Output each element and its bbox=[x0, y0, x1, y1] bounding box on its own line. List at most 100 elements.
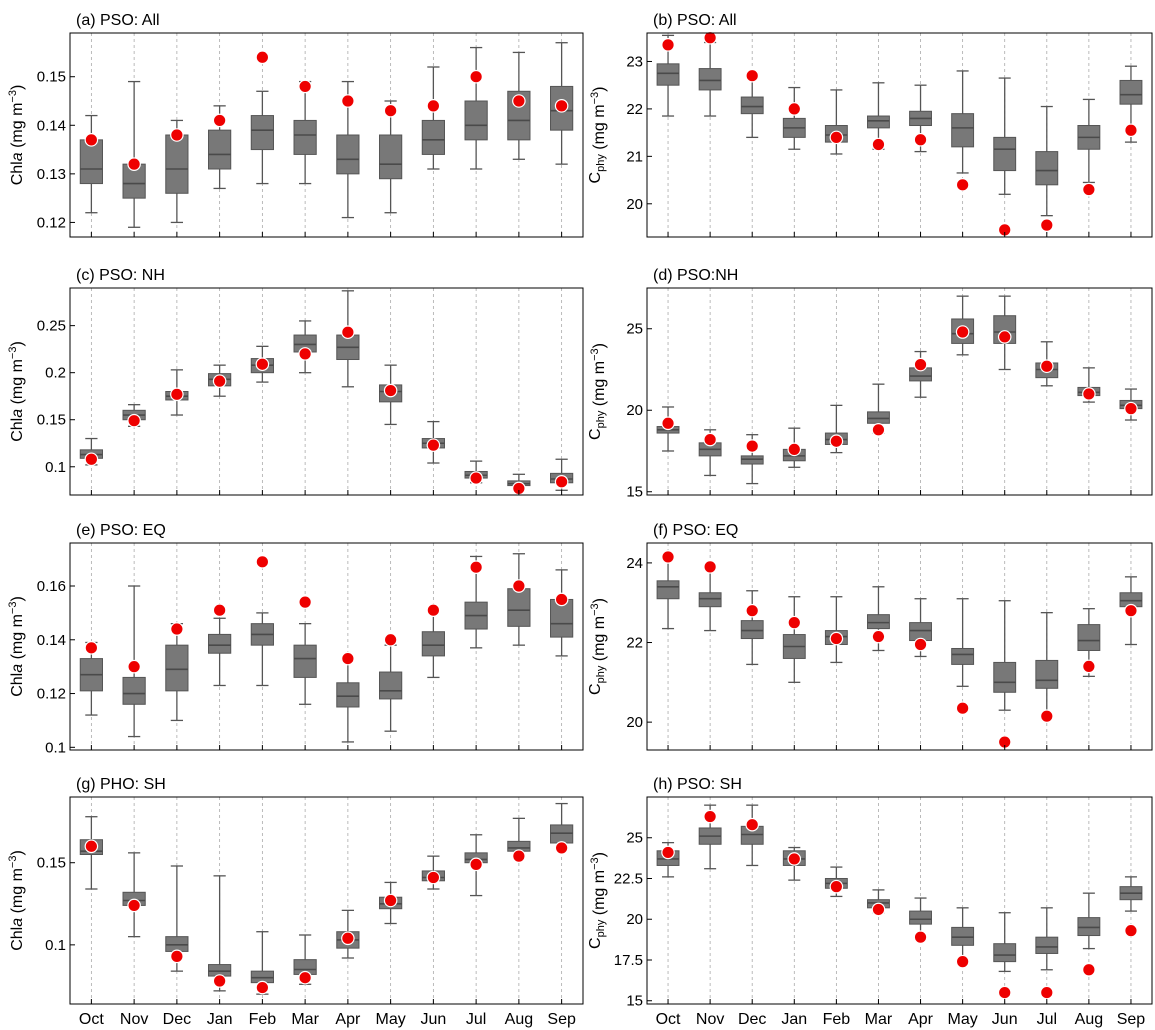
marker-mar bbox=[871, 137, 886, 152]
box-sep bbox=[550, 824, 574, 844]
box-nov bbox=[698, 68, 722, 91]
month-label: Feb bbox=[823, 1011, 851, 1028]
panel-h: (h) PSO: SH 15 17.5 20 22.5 25 Cphy (mg m−3) Oc… bbox=[587, 776, 1153, 1028]
marker-dec bbox=[745, 439, 760, 453]
box-mar bbox=[867, 614, 890, 630]
marker-mar bbox=[298, 970, 312, 985]
y-label-text: C bbox=[587, 683, 604, 695]
marker-apr bbox=[341, 931, 355, 946]
y-label-subscript: phy bbox=[595, 410, 607, 428]
box-oct bbox=[656, 580, 680, 600]
axes-frame bbox=[646, 796, 1153, 1005]
box-mar bbox=[867, 115, 890, 129]
y-tick-label: 20 bbox=[626, 196, 643, 213]
axes-frame bbox=[69, 542, 584, 751]
marker-aug bbox=[1082, 962, 1096, 977]
box-dec bbox=[740, 455, 764, 465]
marker-feb bbox=[255, 555, 270, 569]
y-label-close: ) bbox=[9, 85, 26, 90]
box-jun bbox=[993, 136, 1017, 172]
axes-frame bbox=[646, 32, 1153, 238]
y-tick-label: 0.2 bbox=[45, 365, 66, 382]
y-tick-label: 0.15 bbox=[37, 855, 66, 872]
y-tick-label: 0.13 bbox=[37, 166, 66, 183]
y-label-units: (mg m bbox=[9, 868, 26, 918]
panel-title: (b) PSO: All bbox=[653, 12, 737, 29]
box-may bbox=[951, 926, 975, 946]
month-label: Aug bbox=[1075, 1011, 1103, 1028]
box-jul bbox=[464, 100, 488, 141]
marker-may bbox=[955, 954, 970, 969]
marker-mar bbox=[298, 79, 312, 94]
marker-mar bbox=[871, 629, 886, 644]
marker-jan bbox=[787, 102, 802, 116]
box-dec bbox=[165, 936, 189, 952]
marker-aug bbox=[512, 849, 526, 863]
marker-jun bbox=[426, 603, 441, 618]
marker-sep bbox=[1124, 401, 1138, 416]
marker-may bbox=[383, 383, 398, 398]
marker-sep bbox=[554, 99, 569, 113]
y-tick-label: 15 bbox=[626, 484, 643, 501]
y-label-superscript: −3 bbox=[7, 602, 19, 615]
y-tick-label: 0.15 bbox=[37, 69, 66, 86]
marker-dec bbox=[170, 128, 184, 142]
panel-title: (f) PSO: EQ bbox=[653, 522, 738, 539]
box-jun bbox=[421, 631, 445, 657]
month-label: Sep bbox=[547, 1011, 576, 1028]
marker-jan bbox=[787, 442, 802, 457]
box-dec bbox=[740, 96, 764, 115]
panel-d: (d) PSO:NH 15 20 25 Cphy (mg m−3) bbox=[587, 267, 1153, 501]
y-tick-label: 20 bbox=[626, 402, 643, 419]
y-label-units: (mg m bbox=[591, 870, 608, 920]
marker-mar bbox=[871, 902, 886, 917]
box-feb bbox=[250, 115, 274, 151]
y-label-units: (mg m bbox=[9, 359, 26, 409]
marker-jan bbox=[212, 374, 227, 388]
marker-apr bbox=[913, 930, 928, 944]
marker-nov bbox=[703, 809, 717, 824]
month-label: Jul bbox=[1037, 1011, 1057, 1028]
marker-jan bbox=[787, 615, 802, 630]
box-may bbox=[951, 113, 975, 148]
marker-jan bbox=[212, 603, 227, 618]
marker-may bbox=[383, 632, 398, 647]
marker-sep bbox=[1124, 123, 1138, 138]
marker-dec bbox=[170, 622, 184, 636]
panel-title: (e) PSO: EQ bbox=[76, 522, 166, 539]
y-tick-label: 25 bbox=[626, 830, 643, 847]
month-label: Aug bbox=[505, 1011, 533, 1028]
y-label-superscript: −3 bbox=[7, 90, 19, 103]
y-axis-label: Cphy (mg m−3) bbox=[587, 87, 608, 184]
marker-jul bbox=[1039, 709, 1054, 723]
month-label: Sep bbox=[1117, 1011, 1146, 1028]
marker-mar bbox=[298, 595, 312, 609]
y-tick-label: 0.1 bbox=[45, 937, 66, 954]
box-may bbox=[379, 134, 403, 180]
marker-apr bbox=[341, 651, 355, 666]
marker-nov bbox=[703, 432, 717, 447]
marker-oct bbox=[661, 550, 675, 564]
month-label: Nov bbox=[696, 1011, 724, 1028]
marker-nov bbox=[127, 157, 141, 171]
marker-jun bbox=[426, 870, 441, 885]
marker-dec bbox=[170, 387, 184, 402]
marker-dec bbox=[170, 949, 184, 964]
marker-may bbox=[955, 178, 970, 192]
y-tick-label: 0.12 bbox=[37, 214, 66, 231]
month-label: Feb bbox=[249, 1011, 277, 1028]
marker-jul bbox=[469, 857, 483, 872]
box-apr bbox=[909, 910, 932, 925]
box-jul bbox=[1035, 936, 1059, 954]
box-aug bbox=[507, 588, 531, 627]
month-label: Mar bbox=[291, 1011, 319, 1028]
y-label-superscript: −3 bbox=[589, 348, 601, 361]
y-label-text: Chl bbox=[9, 673, 26, 697]
y-label-text: Chl bbox=[9, 418, 26, 442]
y-axis-label: Chla (mg m−3) bbox=[7, 341, 26, 442]
y-label-units: (mg m bbox=[591, 616, 608, 666]
y-label-italic: a bbox=[9, 918, 26, 927]
y-label-units: (mg m bbox=[591, 361, 608, 411]
panel-b: (b) PSO: All 20 21 22 23 Cphy (mg m−3) bbox=[587, 12, 1153, 238]
marker-feb bbox=[829, 631, 844, 646]
